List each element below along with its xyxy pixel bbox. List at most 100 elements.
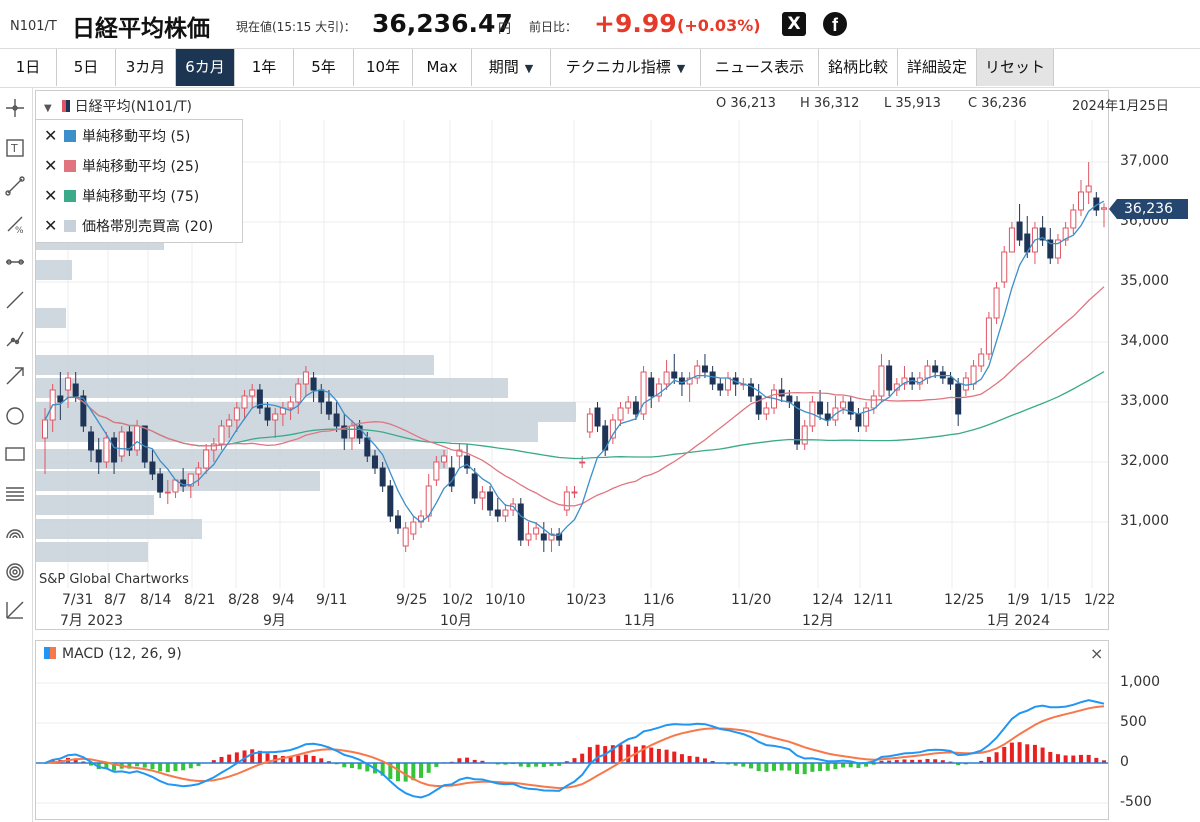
macd-histogram-bar	[472, 759, 477, 763]
period-1y-button[interactable]: 1年	[235, 49, 294, 86]
candle-body	[701, 365, 708, 373]
candle-body	[1016, 221, 1023, 241]
circle-tool-icon[interactable]	[3, 404, 27, 428]
period-3m-button[interactable]: 3カ月	[116, 49, 176, 86]
high-value: H 36,312	[800, 96, 860, 111]
macd-histogram-bar	[365, 763, 370, 772]
macd-histogram-bar	[672, 751, 677, 763]
candle-body	[187, 473, 194, 487]
candle-body	[1001, 251, 1008, 283]
settings-button[interactable]: 詳細設定	[898, 49, 977, 86]
period-5y-button[interactable]: 5年	[294, 49, 354, 86]
candle-body	[1062, 227, 1069, 241]
candle-body	[579, 461, 586, 464]
macd-histogram-bar	[526, 763, 531, 768]
remove-icon[interactable]: ✕	[44, 186, 58, 205]
macd-histogram-bar	[764, 763, 769, 773]
ticker-code: N101/T	[10, 19, 57, 34]
candle-body	[72, 383, 79, 397]
sma75-swatch	[64, 190, 76, 202]
macd-histogram-bar	[956, 763, 961, 766]
macd-histogram-bar	[1032, 744, 1037, 763]
x-tick-label: 7/31	[62, 592, 94, 608]
candle-body	[425, 485, 432, 517]
period-1d-button[interactable]: 1日	[0, 49, 57, 86]
macd-histogram-bar	[779, 763, 784, 771]
period-10y-button[interactable]: 10年	[354, 49, 413, 86]
spiral-tool-icon[interactable]	[3, 560, 27, 584]
candle-body	[210, 443, 217, 451]
collapse-triangle-icon[interactable]: ▼	[44, 103, 52, 114]
reset-button[interactable]: リセット	[977, 49, 1054, 86]
macd-histogram-bar	[135, 763, 140, 767]
candle-body	[494, 509, 501, 517]
macd-histogram-bar	[234, 752, 239, 763]
legend-item-sma75[interactable]: ✕ 単純移動平均 (75)	[44, 184, 199, 208]
rectangle-tool-icon[interactable]	[3, 442, 27, 466]
period-6m-button[interactable]: 6カ月	[176, 49, 235, 86]
period-dropdown[interactable]: 期間 ▼	[472, 49, 551, 86]
period-max-button[interactable]: Max	[413, 49, 472, 86]
volume-profile-bar	[36, 422, 538, 442]
trendline-icon[interactable]	[3, 288, 27, 312]
candle-body	[464, 455, 471, 469]
fibonacci-tool-icon[interactable]	[3, 482, 27, 506]
channel-tool-icon[interactable]	[3, 326, 27, 350]
close-icon[interactable]: ×	[1090, 644, 1104, 663]
y-tick-label: 33,000	[1120, 393, 1169, 409]
series-name: 日経平均(N101/T)	[74, 99, 192, 115]
change-label: 前日比：	[529, 20, 578, 34]
macd-histogram-bar	[388, 763, 393, 779]
x-share-icon[interactable]: X	[782, 12, 806, 36]
news-toggle-button[interactable]: ニュース表示	[701, 49, 819, 86]
macd-histogram-bar	[196, 763, 201, 767]
candle-body	[134, 425, 141, 451]
macd-histogram-bar	[127, 763, 132, 769]
candle-body	[985, 317, 992, 355]
candle-body	[364, 437, 371, 457]
legend-item-volume-profile[interactable]: ✕ 価格帯別売買高 (20)	[44, 214, 213, 238]
series-swatch-icon	[66, 100, 71, 112]
candle-body	[602, 425, 609, 451]
measure-tool-icon[interactable]	[3, 598, 27, 622]
macd-histogram-bar	[741, 763, 746, 767]
macd-histogram-bar	[541, 763, 546, 767]
chart-title-bar: ▼ 日経平均(N101/T)	[44, 96, 192, 116]
remove-icon[interactable]: ✕	[44, 126, 58, 145]
text-tool-icon[interactable]: T	[3, 136, 27, 160]
macd-histogram-bar	[802, 763, 807, 775]
macd-histogram-bar	[833, 763, 838, 770]
candle-body	[441, 455, 448, 463]
chevron-down-icon: ▼	[524, 62, 534, 75]
macd-histogram-bar	[557, 763, 562, 766]
svg-text:%: %	[15, 226, 24, 236]
legend-item-sma5[interactable]: ✕ 単純移動平均 (5)	[44, 124, 190, 148]
facebook-share-icon[interactable]: f	[823, 12, 847, 36]
candle-body	[978, 353, 985, 367]
macd-histogram-bar	[825, 763, 830, 771]
macd-histogram-bar	[910, 759, 915, 763]
price-label: 現在値(15:15 大引)：	[236, 20, 356, 34]
horizontal-line-icon[interactable]	[3, 250, 27, 274]
macd-histogram-bar	[917, 759, 922, 763]
macd-histogram-bar	[572, 758, 577, 763]
remove-icon[interactable]: ✕	[44, 216, 58, 235]
crosshair-icon[interactable]	[3, 96, 27, 120]
arrow-tool-icon[interactable]	[3, 364, 27, 388]
technical-indicator-dropdown[interactable]: テクニカル指標 ▼	[551, 49, 701, 86]
macd-histogram-bar	[1002, 746, 1007, 763]
line-tool-icon[interactable]	[3, 174, 27, 198]
candle-body	[487, 491, 494, 511]
period-5d-button[interactable]: 5日	[57, 49, 116, 86]
legend-item-sma25[interactable]: ✕ 単純移動平均 (25)	[44, 154, 199, 178]
macd-histogram-bar	[818, 763, 823, 772]
percent-line-icon[interactable]: %	[3, 212, 27, 236]
current-price: 36,236.47	[372, 9, 513, 38]
x-tick-label: 11/6	[643, 592, 675, 608]
candle-body	[870, 395, 877, 409]
candle-body	[540, 533, 547, 541]
remove-icon[interactable]: ✕	[44, 156, 58, 175]
compare-button[interactable]: 銘柄比較	[819, 49, 898, 86]
arc-tool-icon[interactable]	[3, 520, 27, 544]
macd-histogram-bar	[887, 760, 892, 763]
